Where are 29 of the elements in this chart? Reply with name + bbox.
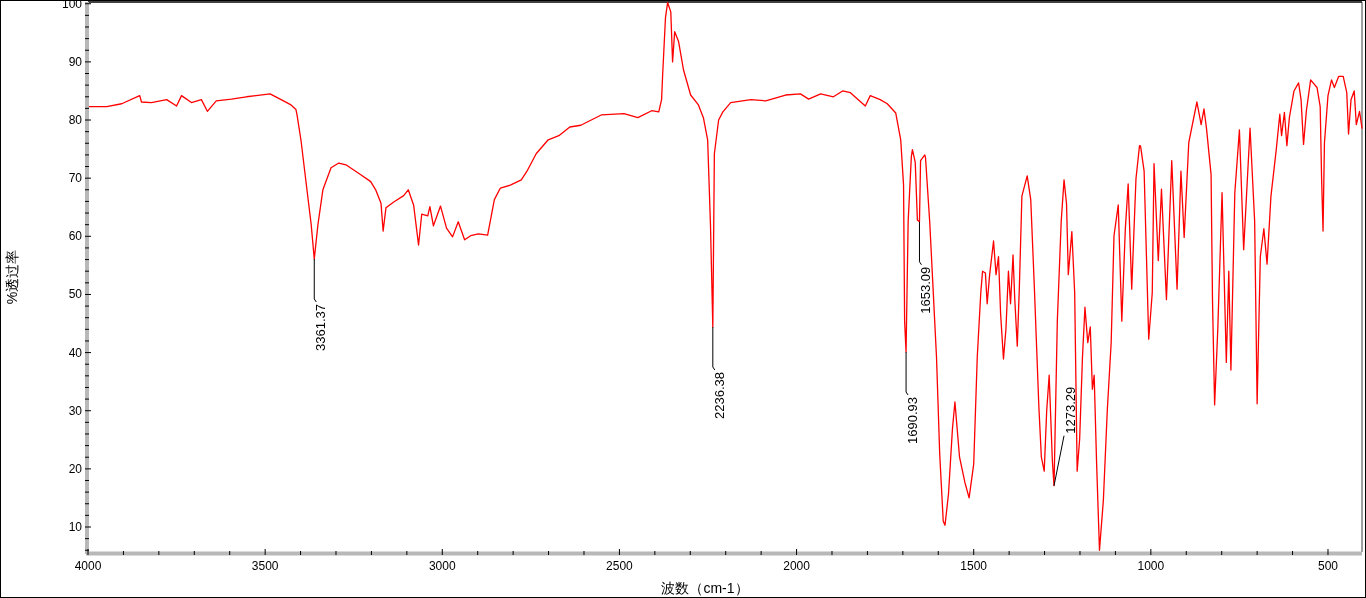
y-tick-label: 10 [68, 520, 83, 534]
y-tick-label: 90 [68, 54, 83, 69]
y-tick-label: 50 [68, 287, 83, 302]
x-tick-label: 1500 [960, 559, 988, 573]
annotation: 3361.37 [313, 258, 329, 351]
annotation: 2236.38 [711, 326, 727, 419]
annotation: 3361.37 [313, 303, 329, 351]
y-tick-label: 60 [68, 229, 83, 244]
annotation: 1690.93 [905, 397, 921, 444]
y-tick-label: 80 [68, 113, 83, 128]
y-tick-label: 70 [68, 171, 83, 186]
y-tick-label: 40 [68, 345, 83, 360]
x-tick-label: 500 [1317, 559, 1339, 573]
x-axis-title: 波数（cm-1） [661, 580, 749, 596]
y-axis-title: %透过率 [4, 249, 20, 305]
x-tick-label: 3500 [251, 559, 279, 573]
x-tick-label: 4000 [74, 559, 102, 573]
annotation: 1690.93 [905, 351, 921, 444]
annotation: 2236.38 [711, 372, 727, 419]
y-tick-label: 20 [68, 461, 83, 476]
y-tick-label: 30 [68, 403, 83, 418]
x-tick-label: 3000 [428, 559, 456, 573]
annotation: 1273.29 [1063, 386, 1079, 434]
annotation: 1273.29 [1053, 386, 1079, 487]
annotation: 1653.09 [918, 266, 934, 314]
x-tick-label: 2500 [606, 559, 634, 573]
x-tick-label: 1000 [1137, 559, 1165, 573]
annotation: 1653.09 [918, 221, 934, 314]
x-tick-label: 2000 [783, 559, 811, 573]
